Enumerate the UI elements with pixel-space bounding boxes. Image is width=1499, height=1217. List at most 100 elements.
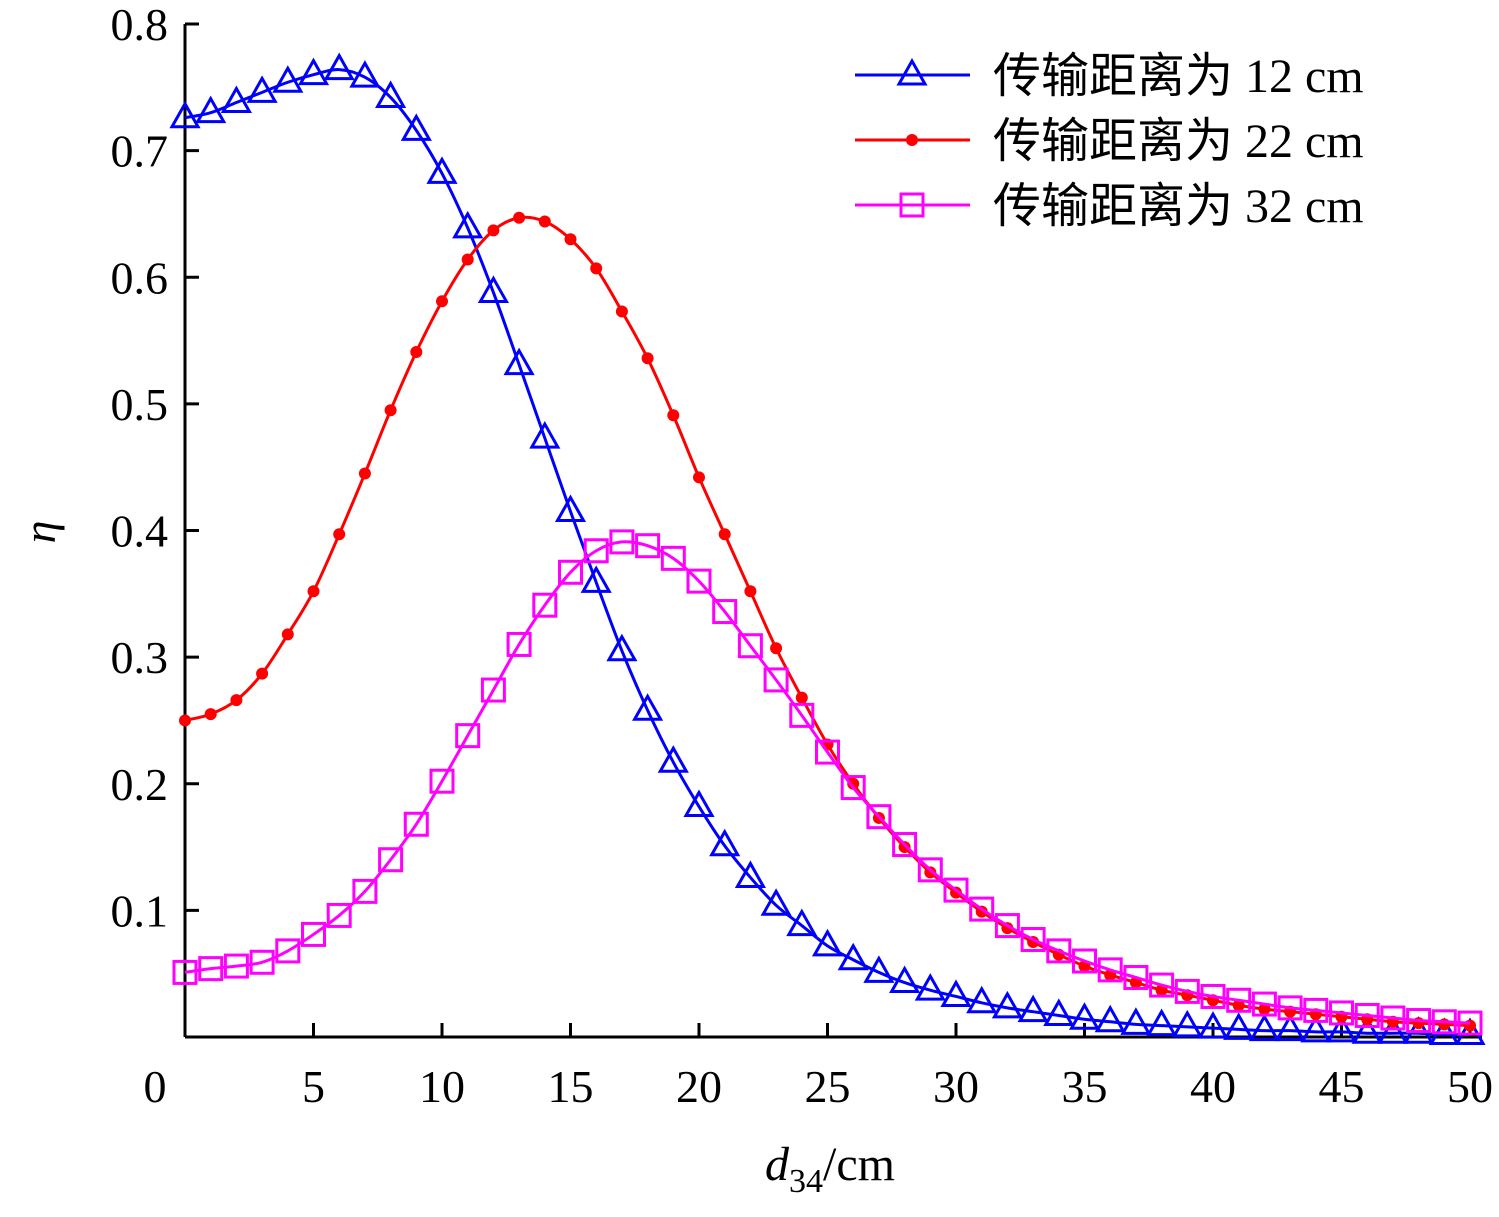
data-point-triangle [1274, 1013, 1306, 1042]
data-point-triangle [400, 113, 432, 141]
data-point-dot [384, 404, 397, 417]
data-point-dot [693, 471, 705, 484]
data-point-dot [410, 345, 423, 358]
data-point-square [609, 529, 635, 555]
x-tick-label: 10 [419, 1061, 465, 1112]
data-point-square [1457, 1010, 1483, 1036]
data-point-dot [256, 667, 269, 680]
series-line [184, 68, 1471, 1037]
data-point-square [892, 832, 918, 858]
data-point-square [1303, 997, 1329, 1023]
data-point-triangle [1377, 1016, 1409, 1044]
data-point-triangle [889, 965, 921, 994]
data-point-square [506, 631, 532, 657]
data-point-square [737, 633, 763, 659]
data-point-dot [538, 215, 551, 228]
data-point-dot [667, 409, 680, 422]
data-point-square [429, 768, 455, 794]
data-point-triangle [529, 421, 561, 449]
data-point-square [455, 723, 481, 749]
legend-label: 传输距离为 12 cm [993, 50, 1364, 103]
data-point-triangle [1197, 1011, 1229, 1039]
y-tick-label: 0.3 [111, 632, 169, 683]
data-point-square [994, 913, 1020, 939]
data-point-dot [436, 295, 448, 308]
data-point-square [1149, 972, 1175, 998]
data-point-triangle [760, 888, 792, 916]
data-point-square [686, 568, 712, 594]
legend-label: 传输距离为 32 cm [993, 180, 1364, 233]
y-tick-label: 0.7 [111, 126, 169, 177]
data-point-dot [461, 253, 474, 266]
data-point-square [1431, 1009, 1457, 1035]
legend-item: 传输距离为 32 cm [855, 180, 1364, 233]
y-tick-label: 0.8 [111, 0, 169, 50]
data-point-triangle [896, 57, 928, 86]
data-point-square [223, 953, 249, 979]
data-point-triangle [195, 95, 227, 124]
y-tick-label: 0.4 [111, 506, 169, 557]
data-point-square [1020, 926, 1046, 952]
data-point-square [352, 878, 378, 904]
data-point-dot [847, 777, 860, 790]
data-point-square [1277, 995, 1303, 1021]
data-point-triangle [991, 990, 1023, 1019]
data-point-triangle [220, 85, 252, 114]
data-point-square [378, 847, 404, 873]
data-point-dot [906, 134, 918, 146]
data-point-triangle [940, 979, 972, 1007]
data-point-triangle [683, 789, 715, 818]
data-point-square [275, 938, 301, 964]
data-point-triangle [1171, 1009, 1203, 1038]
data-point-dot [358, 467, 371, 480]
series-group [169, 52, 1486, 1045]
data-point-dot [564, 233, 577, 246]
data-point-dot [924, 866, 937, 879]
data-point-triangle [657, 745, 689, 773]
data-point-dot [204, 708, 217, 721]
data-point-triangle [580, 565, 612, 593]
data-point-triangle [863, 955, 895, 983]
data-point-dot [590, 262, 603, 275]
data-point-triangle [349, 60, 381, 88]
y-tick-label: 0.6 [111, 252, 169, 303]
data-point-dot [795, 691, 808, 704]
data-point-square [1380, 1005, 1406, 1031]
data-point-triangle [1325, 1014, 1358, 1043]
data-point-triangle [554, 494, 587, 523]
data-point-triangle [272, 65, 304, 93]
data-point-square [532, 592, 558, 618]
y-axis-label: η [14, 521, 65, 544]
x-tick-label: 25 [805, 1061, 851, 1112]
data-point-square [943, 877, 969, 903]
x-tick-label: 0 [144, 1061, 167, 1112]
data-point-square [815, 739, 840, 765]
x-tick-label: 20 [676, 1061, 722, 1112]
data-point-dot [230, 694, 243, 707]
data-point-triangle [426, 156, 458, 184]
legend-item: 传输距离为 22 cm [855, 115, 1364, 168]
data-point-square [326, 902, 352, 928]
data-point-square [712, 599, 738, 625]
data-point-dot [1232, 999, 1245, 1012]
data-point-dot [744, 585, 757, 598]
data-point-square [899, 192, 925, 218]
legend-item: 传输距离为 12 cm [855, 50, 1364, 103]
data-point-triangle [709, 828, 741, 857]
data-point-square [635, 533, 661, 559]
data-point-square [1097, 957, 1123, 983]
data-point-square [1072, 948, 1097, 974]
data-point-dot [1258, 1003, 1271, 1016]
data-point-triangle [914, 973, 946, 1001]
data-point-triangle [477, 275, 509, 303]
data-point-square [301, 921, 326, 947]
data-point-triangle [811, 928, 844, 957]
data-point-square [917, 857, 943, 883]
data-point-square [480, 677, 506, 703]
data-point-triangle [606, 633, 638, 662]
data-point-square [198, 956, 224, 982]
data-point-dot [641, 352, 654, 365]
data-point-triangle [1223, 1012, 1255, 1040]
data-point-square [1226, 987, 1252, 1013]
